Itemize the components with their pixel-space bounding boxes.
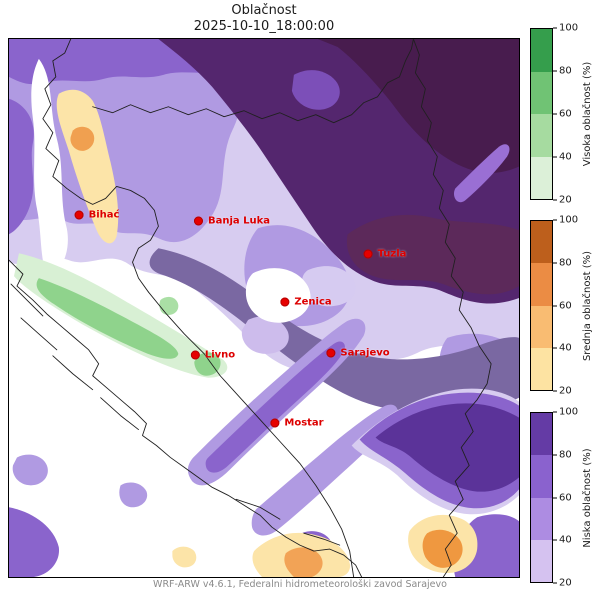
islands [10, 283, 341, 546]
colorbar-low-cloud-label: Niska oblačnost (%) [582, 447, 593, 548]
colorbar-tick: 80 [553, 66, 572, 77]
tick-label: 100 [559, 406, 579, 418]
colorbar-tick: 40 [553, 535, 572, 546]
tick-label: 80 [559, 65, 572, 77]
colorbar-low-cloud: Niska oblačnost (%) 100 80 60 40 20 [530, 407, 600, 589]
tick-label: 40 [559, 151, 572, 163]
tick-label: 60 [559, 108, 572, 120]
colorbar-tick: 60 [553, 109, 572, 120]
colorbar-tick: 60 [553, 300, 572, 311]
colorbar-tick: 100 [553, 23, 578, 34]
colorbar-tick: 20 [553, 195, 572, 206]
border-northwest [42, 39, 159, 293]
colorbar-segment [531, 347, 552, 390]
colorbar-mid-cloud-scale [530, 220, 553, 391]
colorbar-tick: 80 [553, 257, 572, 268]
colorbar-tick: 20 [553, 386, 572, 397]
coastline [9, 259, 363, 577]
colorbar-low-cloud-scale [530, 412, 553, 583]
colorbar-segment [531, 539, 552, 582]
colorbar-segment [531, 497, 552, 540]
title-datetime: 2025-10-10_18:00:00 [193, 19, 335, 34]
forecast-map [8, 38, 520, 578]
colorbar-tick: 20 [553, 578, 572, 589]
colorbar-high-cloud-scale [530, 28, 553, 200]
tick-mark [553, 219, 557, 221]
colorbar-tick: 80 [553, 449, 572, 460]
model-credit: WRF-ARW v4.6.1, Federalni hidrometeorolo… [153, 579, 447, 590]
low-cloud-layer [9, 39, 519, 577]
colorbar-tick: 100 [553, 407, 578, 418]
clear-areas-layer [31, 58, 419, 571]
low-cloud-streaks-layer [12, 318, 519, 577]
tick-mark [553, 262, 557, 264]
tick-label: 80 [559, 257, 572, 269]
colorbar-segment [531, 305, 552, 348]
colorbar-segment [531, 413, 552, 456]
cloud-cover-map [9, 39, 519, 577]
tick-label: 20 [559, 577, 572, 589]
figure-title: Oblačnost 2025-10-10_18:00:00 [8, 3, 520, 35]
tick-mark [553, 582, 557, 584]
colorbar-segment [531, 114, 552, 157]
tick-mark [553, 454, 557, 456]
colorbar-segment [531, 221, 552, 264]
tick-mark [553, 199, 557, 201]
colorbar-tick: 100 [553, 215, 578, 226]
colorbar-tick: 40 [553, 152, 572, 163]
high-cloud-layer [13, 253, 228, 378]
tick-label: 80 [559, 449, 572, 461]
tick-mark [553, 156, 557, 158]
tick-label: 100 [559, 22, 579, 34]
tick-label: 60 [559, 300, 572, 311]
tick-mark [553, 390, 557, 392]
colorbar-mid-cloud: Srednja oblačnost (%) 100 80 60 40 20 [530, 215, 600, 397]
tick-mark [553, 305, 557, 306]
tick-label: 40 [559, 342, 572, 354]
tick-mark [553, 347, 557, 349]
tick-label: 60 [559, 492, 572, 503]
mid-cloud-layer [56, 89, 519, 577]
tick-mark [553, 70, 557, 72]
colorbar-segment [531, 263, 552, 306]
colorbar-mid-cloud-label: Srednja oblačnost (%) [582, 250, 593, 361]
tick-label: 20 [559, 385, 572, 397]
colorbar-segment [531, 455, 552, 498]
colorbar-high-cloud: Visoka oblačnost (%) 100 80 60 40 20 [530, 23, 600, 206]
tick-label: 20 [559, 194, 572, 206]
title-variable: Oblačnost [231, 3, 297, 18]
colorbar-tick: 40 [553, 343, 572, 354]
colorbar-segment [531, 71, 552, 114]
border-sava [92, 39, 414, 124]
border-dinaric [148, 291, 355, 577]
colorbar-segment [531, 156, 552, 199]
border-drina [412, 39, 492, 577]
tick-label: 100 [559, 214, 579, 226]
colorbar-tick: 60 [553, 492, 572, 503]
tick-mark [553, 113, 557, 115]
colorbar-segment [531, 29, 552, 72]
colorbar-high-cloud-label: Visoka oblačnost (%) [582, 61, 593, 167]
borders-layer [9, 39, 492, 577]
tick-mark [553, 539, 557, 541]
tick-mark [553, 27, 557, 29]
tick-mark [553, 411, 557, 413]
tick-label: 40 [559, 534, 572, 546]
tick-mark [553, 497, 557, 498]
